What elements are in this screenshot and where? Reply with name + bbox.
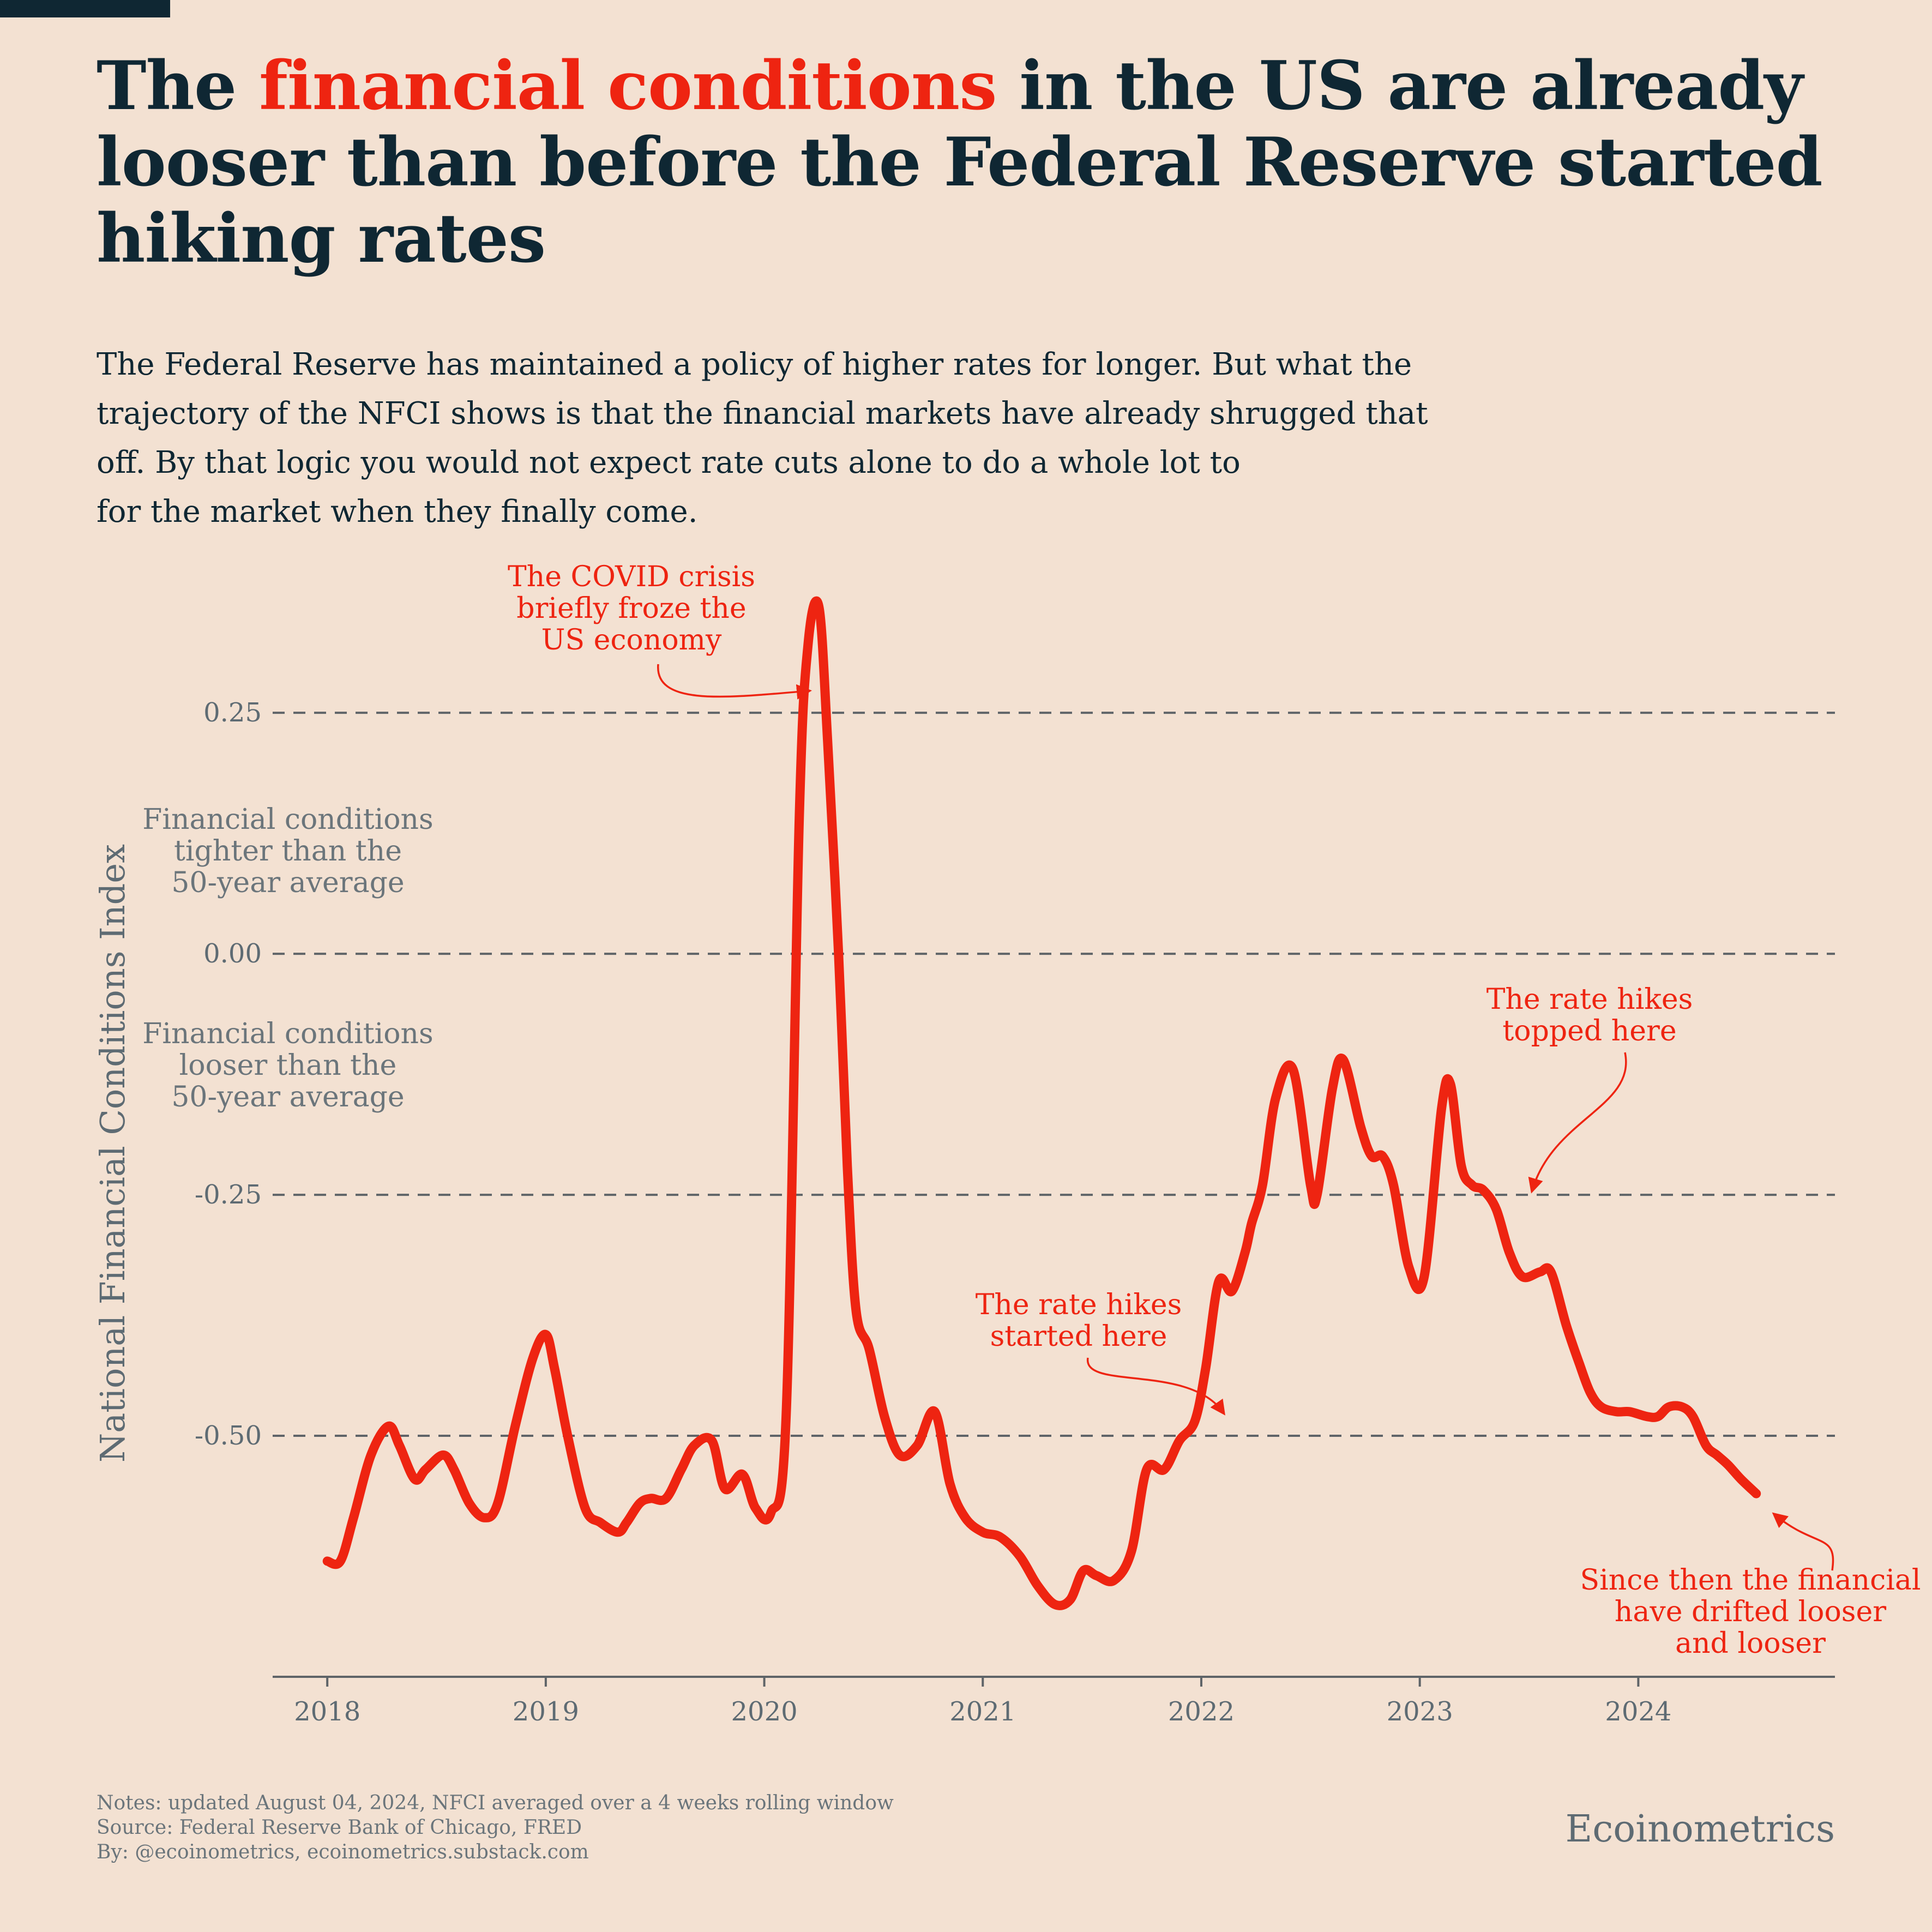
annotation-arrow [1528,1052,1627,1194]
zone-label-line: looser than the [179,1049,397,1082]
annotation-hikes-top: The rate hikes topped here [1486,983,1693,1194]
y-axis-title: National Financial Conditions Index [93,844,133,1462]
y-tick-label: -0.50 [195,1421,262,1451]
brand-logo-text: Ecoinometrics [1565,1808,1835,1851]
subtitle-line: The Federal Reserve has maintained a pol… [97,347,1412,382]
footnote-source: Source: Federal Reserve Bank of Chicago,… [97,1816,582,1839]
x-tick-labels: 2018 2019 2020 2021 2022 2023 2024 [294,1677,1671,1727]
x-tick-label: 2020 [731,1696,797,1727]
y-tick-label: 0.00 [203,938,262,969]
annotation-line: topped here [1502,1015,1676,1048]
x-tick-label: 2021 [949,1696,1016,1727]
subtitle: The Federal Reserve has maintained a pol… [97,340,1492,537]
annotation-since: Since then the financial have drifted lo… [1580,1512,1921,1660]
x-tick-label: 2019 [513,1696,579,1727]
x-tick-label: 2022 [1168,1696,1235,1727]
x-tick-label: 2024 [1605,1696,1671,1727]
zone-label-line: 50-year average [171,866,404,899]
annotation-line: have drifted looser [1615,1596,1886,1628]
zone-label-line: Financial conditions [142,1018,433,1050]
annotation-line: and looser [1675,1627,1826,1660]
zone-label-looser: Financial conditions looser than the 50-… [142,1018,433,1114]
annotation-line: The rate hikes [1486,983,1693,1016]
subtitle-line: for the market when they finally come. [97,494,698,529]
annotation-covid: The COVID crisis briefly froze the US ec… [508,561,812,700]
annotation-line: US economy [541,624,722,657]
footnote-notes: Notes: updated August 04, 2024, NFCI ave… [97,1792,894,1814]
nfci-series-line [322,596,1761,1610]
corner-accent-bar [0,0,170,17]
gridlines [273,712,1835,1437]
annotation-hikes-start: The rate hikes started here [976,1289,1226,1416]
headline-part1: The [97,47,260,125]
y-tick-labels: 0.25 0.00 -0.25 -0.50 [195,697,262,1451]
y-tick-label: -0.25 [195,1179,262,1210]
headline-part2: in the US are already looser than before… [97,47,1823,278]
y-tick-label: 0.25 [203,697,262,728]
annotation-line: The rate hikes [976,1289,1182,1321]
subtitle-line: off. By that logic you would not expect … [97,445,1241,480]
headline-highlight: financial conditions [259,47,997,125]
annotation-line: started here [990,1320,1167,1353]
footnotes: Notes: updated August 04, 2024, NFCI ave… [97,1791,894,1864]
annotation-line: The COVID crisis [508,561,755,593]
zone-label-line: 50-year average [171,1081,404,1114]
zone-label-tighter: Financial conditions tighter than the 50… [142,803,433,899]
headline: The financial conditions in the US are a… [97,48,1852,277]
zone-label-line: Financial conditions [142,803,433,836]
footnote-byline: By: @ecoinometrics, ecoinometrics.substa… [97,1841,589,1863]
x-tick-label: 2018 [294,1696,360,1727]
annotation-line: briefly froze the [516,592,746,625]
subtitle-line: trajectory of the NFCI shows is that the… [97,396,1428,431]
x-tick-label: 2023 [1387,1696,1453,1727]
annotation-arrow [657,664,812,700]
annotation-arrow [1087,1357,1226,1416]
annotation-line: Since then the financial [1580,1564,1921,1597]
annotation-arrow [1772,1512,1834,1571]
zone-label-line: tighter than the [174,835,402,868]
